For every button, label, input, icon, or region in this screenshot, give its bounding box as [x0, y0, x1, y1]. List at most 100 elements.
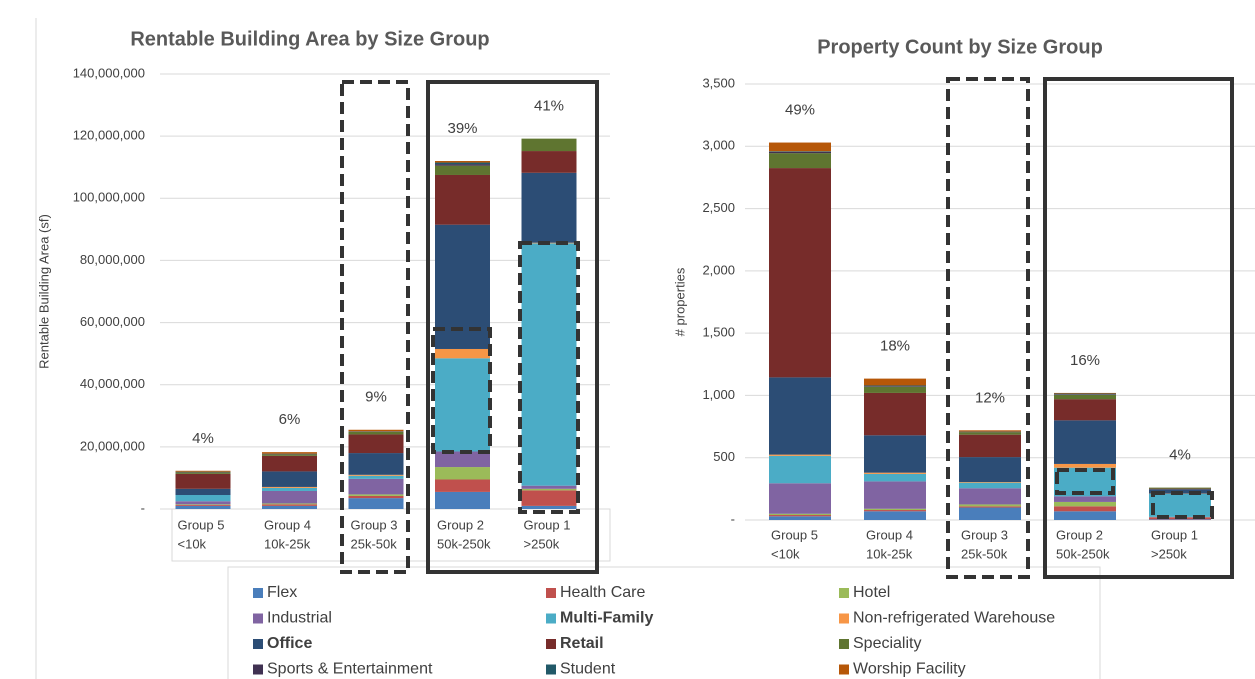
bar-segment: [959, 457, 1021, 483]
dashed-box: [518, 241, 580, 514]
bar-segment: [769, 151, 831, 154]
chart-title: Rentable Building Area by Size Group: [130, 28, 489, 50]
legend-swatch: [546, 588, 556, 598]
bar-segment: [864, 472, 926, 474]
x-tick-label: Group 4: [866, 527, 913, 542]
bar-segment: [262, 504, 317, 506]
bar-segment: [435, 161, 490, 163]
x-tick-label: 25k-50k: [961, 546, 1008, 561]
bar-segment: [864, 473, 926, 482]
legend-swatch: [839, 639, 849, 649]
solid-box: [426, 80, 599, 574]
dashed-box: [431, 327, 492, 454]
bar-segment: [262, 503, 317, 505]
bar-segment: [175, 505, 231, 509]
bar-segment: [348, 498, 404, 509]
bar-segment: [348, 474, 404, 476]
bar-segment: [262, 454, 317, 456]
dashed-box: [946, 77, 1030, 579]
x-tick-label: 50k-250k: [1056, 546, 1110, 561]
bar-segment: [1054, 506, 1116, 512]
y-tick-label: 3,500: [702, 75, 735, 90]
percent-label: 49%: [785, 102, 815, 119]
legend-swatch: [253, 588, 263, 598]
bar-segment: [864, 385, 926, 387]
bar-segment: [1149, 488, 1211, 490]
bar-segment: [175, 488, 231, 496]
bar-segment: [435, 479, 490, 492]
bar-segment: [769, 454, 831, 456]
bar-segment: [521, 151, 577, 173]
bar-segment: [959, 430, 1021, 432]
bar-segment: [435, 348, 490, 359]
dashed-box: [1055, 468, 1115, 495]
legend-label: Student: [560, 661, 616, 678]
y-tick-label: -: [731, 511, 735, 526]
percent-label: 6%: [279, 411, 301, 428]
bar-segment: [435, 162, 490, 165]
bar-segment: [262, 486, 317, 488]
bar-segment: [864, 435, 926, 473]
bar-segment: [959, 434, 1021, 458]
x-tick-label: 10k-25k: [264, 536, 311, 551]
bar-segment: [864, 481, 926, 509]
bar-segment: [175, 504, 231, 506]
charts: Rentable Building Area by Size Group Rent…: [36, 28, 1255, 678]
dashed-box: [340, 80, 410, 574]
x-tick-label: <10k: [771, 546, 800, 561]
y-tick-label: 60,000,000: [80, 314, 145, 329]
bar-segment: [348, 495, 404, 499]
x-tick-label: Group 1: [524, 517, 571, 532]
bar-segment: [1054, 511, 1116, 520]
bar-segment: [262, 487, 317, 491]
percent-label: 4%: [1169, 447, 1191, 464]
bar-segment: [175, 504, 231, 505]
bar-segment: [521, 485, 577, 489]
legend-label: Retail: [560, 635, 604, 652]
bar-segment: [1054, 393, 1116, 395]
bar-segment: [1149, 519, 1211, 520]
bar-segment: [1054, 394, 1116, 400]
bar-segment: [864, 386, 926, 393]
bar-segment: [348, 478, 404, 495]
y-tick-label: 500: [713, 449, 735, 464]
bar-segment: [348, 453, 404, 475]
x-tick-label: >250k: [1151, 546, 1187, 561]
bar-segment: [769, 513, 831, 516]
bar-segment: [959, 432, 1021, 435]
bar-segment: [348, 431, 404, 435]
bar-segment: [864, 508, 926, 511]
bar-segment: [348, 494, 404, 496]
legend-label: Hotel: [853, 584, 890, 601]
legend-swatch: [253, 664, 263, 675]
bar-segment: [769, 168, 831, 378]
bar-segment: [769, 455, 831, 484]
legend-swatch: [546, 639, 556, 649]
bar-segment: [175, 501, 231, 505]
x-tick-label: >250k: [524, 536, 560, 551]
bar-segment: [435, 358, 490, 452]
bar-segment: [348, 434, 404, 454]
x-tick-label: <10k: [178, 536, 207, 551]
dashed-box: [1151, 491, 1214, 519]
bar-segment: [348, 475, 404, 479]
bar-segment: [959, 488, 1021, 505]
legend-label: Industrial: [267, 610, 332, 627]
bar-segment: [435, 467, 490, 480]
bar-segment: [959, 482, 1021, 483]
legend-frame: [227, 566, 1101, 679]
bar-segment: [1054, 463, 1116, 468]
legend-swatch: [839, 588, 849, 598]
percent-label: 41%: [534, 98, 564, 115]
bar-segment: [959, 507, 1021, 520]
x-tick-label: Group 3: [351, 517, 398, 532]
legend-swatch: [839, 664, 849, 675]
legend-label: Speciality: [853, 635, 921, 652]
y-tick-label: 40,000,000: [80, 376, 145, 391]
bar-segment: [521, 138, 577, 152]
y-axis-label: Rentable Building Area (sf): [36, 214, 51, 369]
percent-label: 39%: [447, 120, 477, 137]
x-tick-label: 50k-250k: [437, 536, 491, 551]
bar-segment: [1054, 394, 1116, 395]
